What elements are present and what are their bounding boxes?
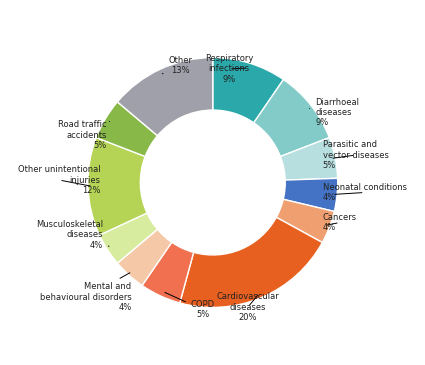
Wedge shape <box>117 58 213 136</box>
Text: Respiratory
infections
9%: Respiratory infections 9% <box>205 54 253 84</box>
Text: Cancers
4%: Cancers 4% <box>323 213 357 232</box>
Text: Mental and
behavioural disorders
4%: Mental and behavioural disorders 4% <box>40 273 132 312</box>
Text: COPD
5%: COPD 5% <box>165 292 215 319</box>
Wedge shape <box>276 199 334 242</box>
Text: Diarrhoeal
diseases
9%: Diarrhoeal diseases 9% <box>310 98 359 127</box>
Text: Parasitic and
vector diseases
5%: Parasitic and vector diseases 5% <box>323 140 388 170</box>
Wedge shape <box>180 217 322 307</box>
Text: Musculoskeletal
diseases
4%: Musculoskeletal diseases 4% <box>36 220 109 250</box>
Wedge shape <box>142 242 194 303</box>
Text: Neonatal conditions
4%: Neonatal conditions 4% <box>323 183 407 202</box>
Wedge shape <box>280 138 337 180</box>
Text: Road traffic
accidents
5%: Road traffic accidents 5% <box>58 120 110 150</box>
Wedge shape <box>283 178 338 211</box>
Wedge shape <box>99 213 157 263</box>
Text: Other unintentional
injuries
12%: Other unintentional injuries 12% <box>18 165 100 195</box>
Wedge shape <box>117 229 172 285</box>
Wedge shape <box>96 102 157 157</box>
Text: Cardiovascular
diseases
20%: Cardiovascular diseases 20% <box>216 292 279 322</box>
Text: Other
13%: Other 13% <box>162 56 192 75</box>
Wedge shape <box>213 58 283 123</box>
Wedge shape <box>88 138 147 235</box>
Wedge shape <box>254 80 329 157</box>
